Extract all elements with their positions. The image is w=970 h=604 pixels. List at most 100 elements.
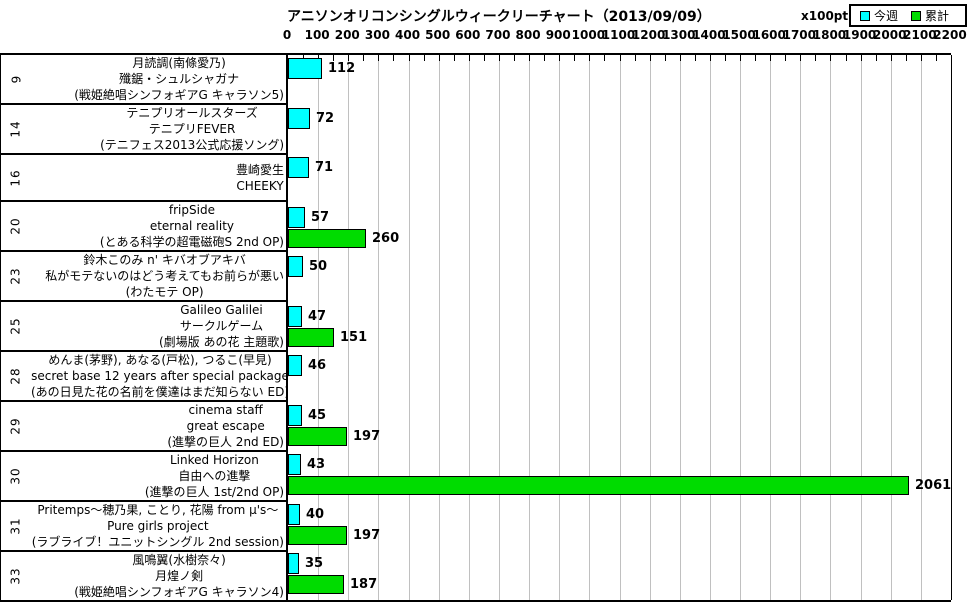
rank-label: 23 xyxy=(9,267,23,285)
bar-total xyxy=(288,476,909,496)
axis-minor-tick xyxy=(830,55,832,61)
plot-row: 112 xyxy=(288,55,951,105)
gridline xyxy=(438,55,440,600)
axis-minor-tick xyxy=(709,55,711,61)
bar-this-week xyxy=(288,404,302,426)
entry-text-block: Galileo Galilei サークルゲーム (劇場版 あの花 主題歌) xyxy=(159,302,284,350)
source-line: (戦姫絶唱シンフォギアG キャラソン5) xyxy=(74,88,284,102)
artist-line: めんま(茅野), あなる(戸松), つるこ(早見) xyxy=(48,353,272,367)
axis-minor-tick xyxy=(604,55,606,61)
bar-value-label: 45 xyxy=(308,407,327,423)
gridline xyxy=(378,55,380,600)
table-row: 14 テニプリオールスターズ テニプリFEVER (テニフェス2013公式応援ソング) xyxy=(1,105,286,155)
plot-row: 47 151 xyxy=(288,303,951,353)
x-axis-tick-label: 400 xyxy=(395,28,421,42)
axis-minor-tick xyxy=(589,55,591,61)
x-axis-tick-label: 600 xyxy=(455,28,481,42)
table-row: 16 豊崎愛生 CHEEKY xyxy=(1,155,286,202)
entry-text-cell: cinema staff great escape (進撃の巨人 2nd ED) xyxy=(31,402,286,450)
x-axis-tick-label: 200 xyxy=(334,28,360,42)
bar-this-week xyxy=(288,553,299,575)
entry-text-cell: テニプリオールスターズ テニプリFEVER (テニフェス2013公式応援ソング) xyxy=(31,105,286,153)
axis-minor-tick xyxy=(544,55,546,61)
rank-label: 14 xyxy=(9,120,23,138)
table-row: 28 めんま(茅野), あなる(戸松), つるこ(早見) secret base 1… xyxy=(1,352,289,402)
bar-value-label: 187 xyxy=(350,577,378,593)
legend: 今週 累計 xyxy=(849,4,967,27)
axis-minor-tick xyxy=(378,55,380,61)
plot-row: 50 xyxy=(288,253,951,303)
unit-label: x100pt xyxy=(801,9,849,23)
artist-line: 豊崎愛生 xyxy=(235,162,284,177)
axis-minor-tick xyxy=(724,55,726,61)
song-line: 月煌ノ剣 xyxy=(155,569,204,583)
axis-minor-tick xyxy=(348,55,350,61)
rank-cell: 30 xyxy=(1,452,31,500)
entry-text-cell: fripSide eternal reality (とある科学の超電磁砲S 2nd … xyxy=(31,202,286,250)
plot-row: 45 197 xyxy=(288,402,951,452)
source-line: (テニフェス2013公式応援ソング) xyxy=(100,138,284,152)
bar-value-label: 46 xyxy=(308,358,327,374)
rank-label: 16 xyxy=(9,168,23,187)
rank-label: 30 xyxy=(9,467,23,485)
axis-minor-tick xyxy=(755,55,757,61)
x-axis-tick-label: 0 xyxy=(282,28,292,42)
entry-text-block: 月読調(南條愛乃) 殲鋸・シュルシャガナ (戦姫絶唱シンフォギアG キャラソン5) xyxy=(74,55,284,103)
axis-minor-tick xyxy=(815,55,817,61)
axis-minor-tick xyxy=(483,55,485,61)
bar-this-week xyxy=(288,355,302,377)
legend-label-total: 累計 xyxy=(925,9,950,23)
artist-line: fripSide xyxy=(168,203,215,217)
plot-rows: 112 72 71 57 260 50 47 151 46 45 197 43 2061 40 197 35 1… xyxy=(288,55,951,600)
bar-total xyxy=(288,575,344,595)
gridline xyxy=(348,55,350,600)
gridline xyxy=(498,55,500,600)
plot-row: 40 197 xyxy=(288,501,951,551)
axis-minor-tick xyxy=(363,55,365,61)
gridline xyxy=(679,55,681,600)
bar-this-week xyxy=(288,454,301,476)
entry-text-block: テニプリオールスターズ テニプリFEVER (テニフェス2013公式応援ソング) xyxy=(100,105,284,153)
bar-value-label: 71 xyxy=(315,160,334,176)
legend-item-this-week: 今週 xyxy=(860,7,898,24)
song-line: secret base 12 years after special packa… xyxy=(31,369,289,383)
table-row: 30 Linked Horizon 自由への進撃 (進撃の巨人 1st/2nd OP) xyxy=(1,452,286,502)
bar-value-label: 260 xyxy=(372,230,400,246)
source-line: (進撃の巨人 1st/2nd OP) xyxy=(144,485,284,499)
song-line: 私がモテないのはどう考えてもお前らが悪い xyxy=(45,269,284,283)
artist-line: Pritemps～穂乃果, ことり, 花陽 from μ's～ xyxy=(37,503,279,517)
bar-total xyxy=(288,327,334,347)
plot-row: 46 xyxy=(288,352,951,402)
legend-item-total: 累計 xyxy=(911,7,949,24)
gridline xyxy=(770,55,772,600)
x-axis-tick-label: 1800 xyxy=(812,28,847,42)
bar-this-week xyxy=(288,503,300,525)
axis-minor-tick xyxy=(393,55,395,61)
axis-minor-tick xyxy=(514,55,516,61)
artist-line: Galileo Galilei xyxy=(180,303,263,317)
category-label-panel: 9 月読調(南條愛乃) 殲鋸・シュルシャガナ (戦姫絶唱シンフォギアG キャラソン5)… xyxy=(1,55,289,600)
gridline xyxy=(649,55,651,600)
x-axis-tick-label: 1700 xyxy=(782,28,817,42)
gridline xyxy=(408,55,410,600)
table-row: 29 cinema staff great escape (進撃の巨人 2nd ED) xyxy=(1,402,286,452)
gridline xyxy=(589,55,591,600)
rank-cell: 29 xyxy=(1,402,31,450)
rank-cell: 16 xyxy=(1,155,31,200)
gridline xyxy=(468,55,470,600)
entry-text-cell: Galileo Galilei サークルゲーム (劇場版 あの花 主題歌) xyxy=(31,302,286,350)
song-line: テニプリFEVER xyxy=(148,122,236,136)
rank-label: 25 xyxy=(9,317,23,335)
rank-cell: 23 xyxy=(1,252,31,300)
gridline xyxy=(619,55,621,600)
bar-value-label: 40 xyxy=(306,506,325,522)
gridline xyxy=(529,55,531,600)
bar-this-week xyxy=(288,157,309,179)
x-axis-tick-label: 1400 xyxy=(692,28,726,42)
chart-body: 9 月読調(南條愛乃) 殲鋸・シュルシャガナ (戦姫絶唱シンフォギアG キャラソン5)… xyxy=(0,53,952,602)
gridline xyxy=(830,55,832,600)
source-line: (とある科学の超電磁砲S 2nd OP) xyxy=(99,235,284,249)
gridline xyxy=(709,55,711,600)
song-line: CHEEKY xyxy=(236,178,284,193)
bar-value-label: 43 xyxy=(307,457,326,473)
